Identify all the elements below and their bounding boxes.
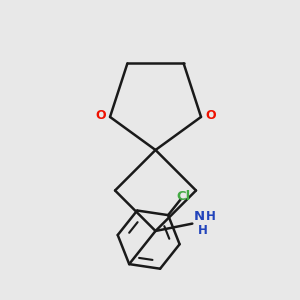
Text: N: N (194, 211, 205, 224)
Text: H: H (206, 211, 216, 224)
Text: O: O (95, 109, 106, 122)
Text: Cl: Cl (176, 190, 190, 203)
Text: H: H (197, 224, 207, 237)
Text: O: O (206, 109, 216, 122)
